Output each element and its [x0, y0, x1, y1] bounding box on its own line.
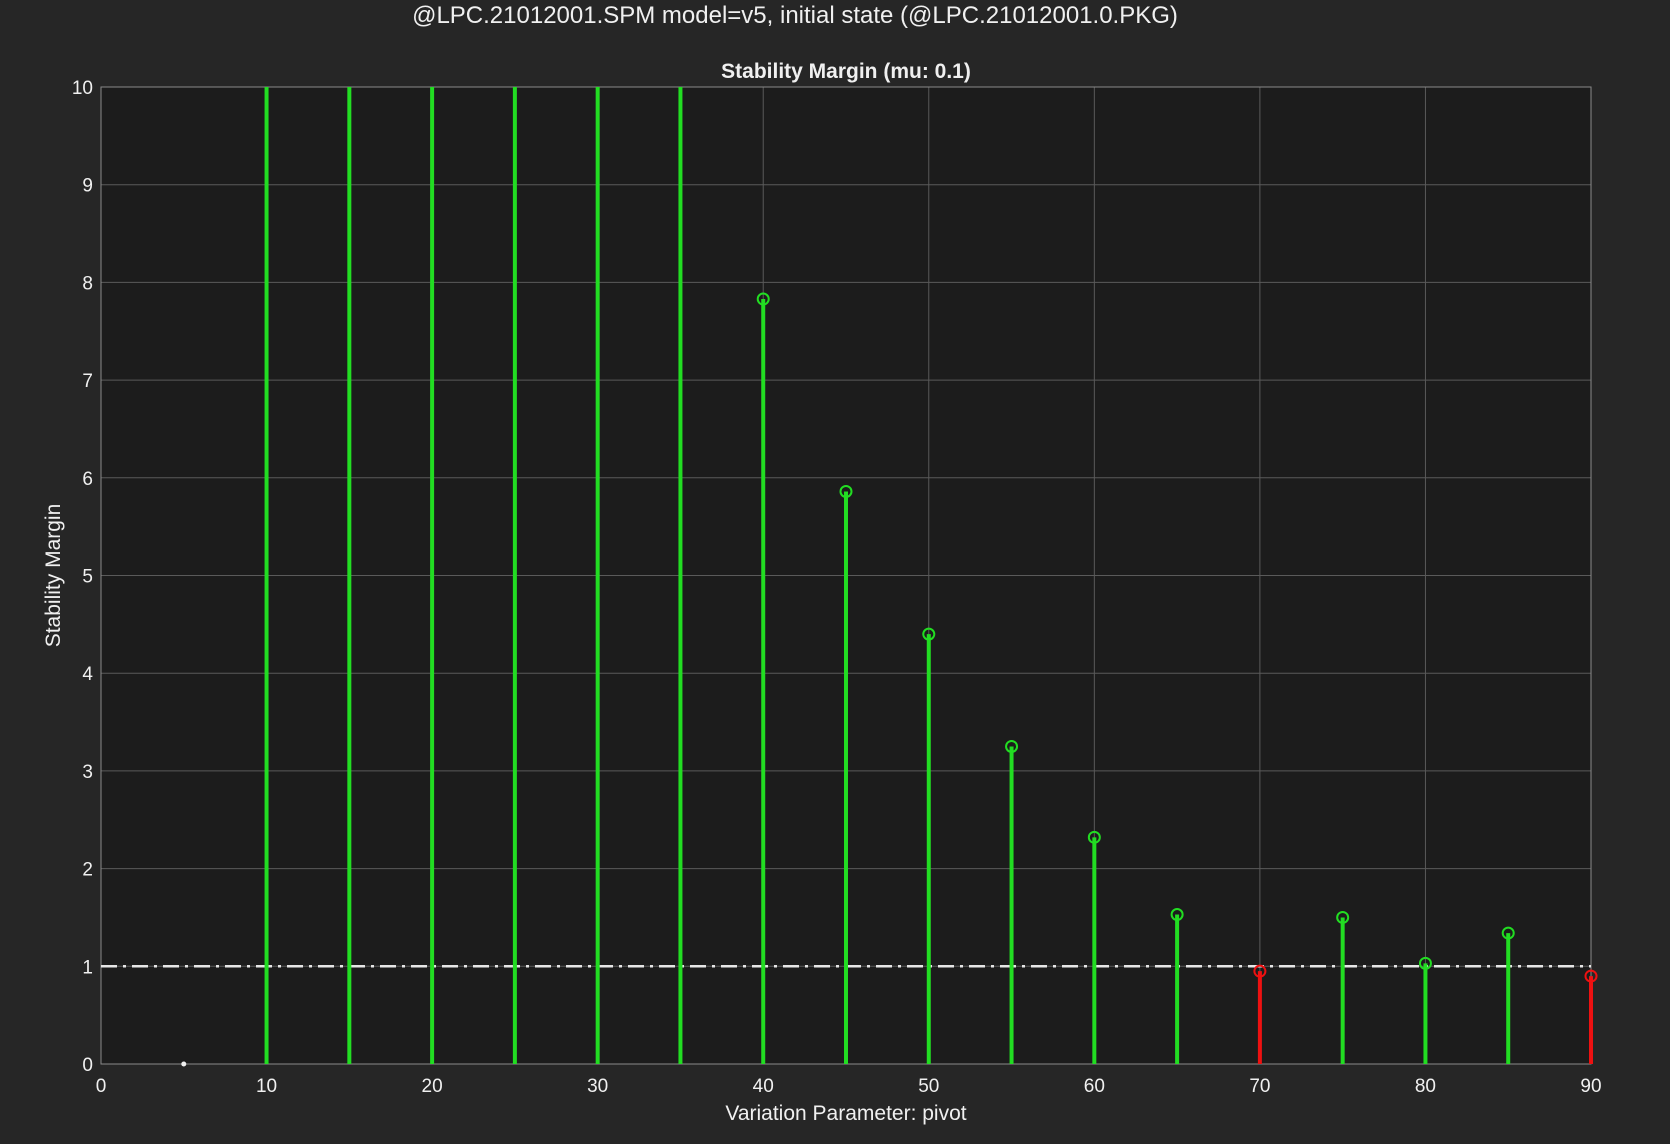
y-tick-label: 9	[82, 176, 93, 197]
x-tick-label: 30	[587, 1076, 608, 1097]
x-tick-label: 60	[1084, 1076, 1105, 1097]
stem-marker	[1336, 910, 1350, 924]
stem-marker	[1501, 926, 1515, 940]
y-tick-label: 1	[82, 957, 93, 978]
y-tick-label: 2	[82, 860, 93, 881]
x-tick-label: 10	[256, 1076, 277, 1097]
tick-labels: 0 10 20 30 40 50 60 70 80 90 0 1 2 3 4 5 6 7 8 9 10	[72, 78, 1602, 1097]
stem-marker	[839, 484, 853, 498]
y-tick-label: 4	[82, 664, 93, 685]
x-tick-label: 50	[918, 1076, 939, 1097]
x-tick-label: 80	[1415, 1076, 1436, 1097]
stem-marker	[1005, 739, 1019, 753]
y-tick-label: 7	[82, 371, 93, 392]
x-tick-label: 0	[96, 1076, 107, 1097]
y-tick-label: 10	[72, 78, 93, 99]
figure-title: @LPC.21012001.SPM model=v5, initial stat…	[412, 2, 1178, 29]
stem-marker	[756, 292, 770, 306]
stem-marker	[922, 627, 936, 641]
x-tick-label: 90	[1580, 1076, 1601, 1097]
y-axis-label: Stability Margin	[42, 504, 65, 648]
y-tick-label: 8	[82, 273, 93, 294]
x-axis-label: Variation Parameter: pivot	[725, 1102, 966, 1125]
stem-marker	[1170, 908, 1184, 922]
stem-marker	[1418, 956, 1432, 970]
stem-marker	[1253, 964, 1267, 978]
stem-marker	[1087, 830, 1101, 844]
stem-marker	[1584, 969, 1598, 983]
y-tick-label: 0	[82, 1055, 93, 1076]
x-tick-label: 70	[1249, 1076, 1270, 1097]
y-tick-label: 5	[82, 567, 93, 588]
x-tick-label: 20	[422, 1076, 443, 1097]
y-tick-label: 6	[82, 469, 93, 490]
stems	[181, 87, 1598, 1067]
chart-title: Stability Margin (mu: 0.1)	[721, 60, 971, 83]
y-tick-label: 3	[82, 762, 93, 783]
x-tick-label: 40	[753, 1076, 774, 1097]
stem-marker	[181, 1061, 187, 1067]
